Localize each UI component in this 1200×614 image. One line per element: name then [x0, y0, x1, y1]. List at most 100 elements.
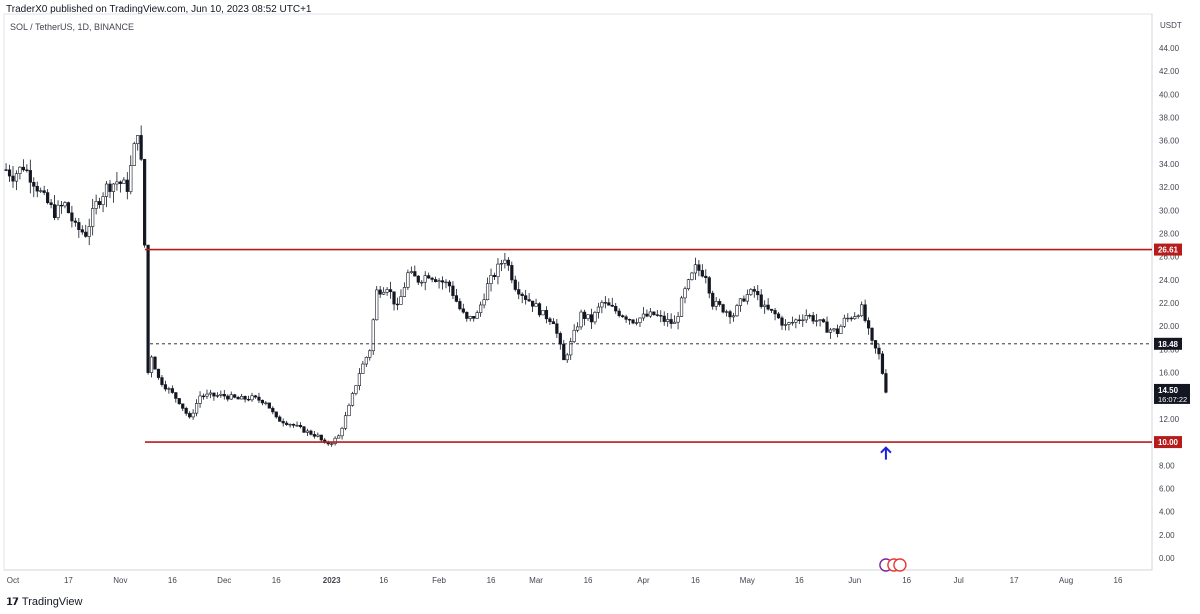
candle-body — [385, 289, 389, 293]
candle-body — [402, 287, 407, 297]
candle-body — [565, 354, 569, 361]
candle-body — [416, 275, 420, 283]
candle-body — [617, 310, 621, 316]
price-tick-label: 32.00 — [1159, 183, 1180, 192]
symbol-label: SOL / TetherUS, 1D, BINANCE — [10, 22, 135, 32]
candle-body — [347, 405, 351, 417]
price-tick-label: 34.00 — [1159, 160, 1180, 169]
candle-body — [537, 303, 542, 316]
candle-body — [427, 275, 431, 279]
candle-body — [576, 326, 580, 331]
candle-body — [724, 311, 729, 313]
candle-body — [842, 317, 846, 327]
candle-body — [880, 353, 885, 374]
candle-body — [770, 308, 774, 311]
price-tick-label: 0.00 — [1159, 554, 1175, 563]
candle-body — [382, 291, 386, 295]
candle-body — [652, 311, 656, 316]
candle-body — [496, 263, 500, 278]
candle-body — [821, 319, 826, 323]
level-label-resistance: 26.61 — [1158, 246, 1179, 255]
time-tick-label: 17 — [1010, 576, 1019, 585]
candle-body — [167, 388, 171, 390]
price-tick-label: 2.00 — [1159, 531, 1175, 540]
candle-body — [28, 170, 32, 183]
candle-body — [302, 426, 306, 433]
candle-body — [222, 394, 226, 397]
candle-body — [132, 143, 136, 166]
candle-body — [825, 321, 829, 333]
candle-body — [461, 308, 465, 313]
candle-body — [298, 424, 303, 428]
candle-body — [395, 303, 400, 306]
candle-body — [569, 341, 573, 356]
candle-body — [863, 304, 867, 321]
candle-body — [638, 317, 642, 323]
price-tick-label: 16.00 — [1159, 369, 1180, 378]
candle-body — [271, 407, 275, 413]
candle-body — [201, 395, 206, 398]
candle-body — [80, 229, 84, 233]
tradingview-branding[interactable]: 𝟭𝟳 TradingView — [6, 596, 82, 608]
candle-body — [700, 270, 704, 277]
time-tick-label: 17 — [64, 576, 73, 585]
candle-body — [551, 321, 555, 325]
candle-body — [527, 299, 531, 302]
time-tick-label: 16 — [795, 576, 804, 585]
candle-body — [236, 397, 240, 400]
candle-body — [368, 350, 372, 358]
candle-body — [399, 296, 403, 305]
candle-body — [648, 311, 652, 317]
candle-body — [773, 310, 777, 315]
last-price-label: 14.50 — [1158, 386, 1179, 395]
candle-body — [129, 165, 133, 192]
candle-body — [52, 204, 57, 218]
candle-body — [738, 298, 743, 306]
candle-body — [787, 322, 791, 325]
time-tick-label: 2023 — [323, 576, 341, 585]
candle-body — [184, 408, 188, 414]
candle-body — [607, 302, 611, 306]
candle-body — [534, 303, 538, 307]
candle-body — [312, 434, 316, 437]
candle-body — [194, 403, 199, 414]
candle-body — [409, 271, 413, 274]
candle-body — [731, 315, 736, 318]
candle-body — [586, 314, 590, 319]
currency-label: USDT — [1160, 21, 1182, 30]
candle-body — [215, 395, 219, 397]
candle-body — [371, 319, 375, 352]
candle-body — [77, 222, 81, 230]
candle-body — [91, 208, 95, 227]
price-tick-label: 26.00 — [1159, 253, 1180, 262]
candle-body — [97, 201, 102, 205]
candle-body — [524, 295, 528, 300]
candle-body — [316, 434, 320, 437]
event-flag-icon — [893, 558, 907, 572]
candle-body — [707, 277, 711, 294]
candle-body — [832, 328, 836, 331]
candle-body — [219, 394, 223, 396]
candle-body — [645, 313, 649, 317]
candle-body — [229, 394, 233, 400]
candle-body — [361, 363, 365, 374]
candle-body — [541, 310, 545, 316]
candle-body — [884, 373, 888, 393]
time-tick-label: May — [740, 576, 755, 585]
candle-body — [70, 212, 74, 222]
candle-body — [21, 166, 25, 171]
candle-body — [745, 294, 749, 302]
price-tick-label: 22.00 — [1159, 299, 1180, 308]
candle-body — [7, 169, 12, 177]
candle-body — [267, 402, 271, 409]
candle-body — [205, 393, 209, 397]
price-tick-label: 38.00 — [1159, 114, 1180, 123]
candle-body — [305, 430, 310, 433]
time-tick-label: 16 — [272, 576, 281, 585]
candle-body — [697, 264, 701, 271]
candle-body — [309, 430, 313, 435]
candle-body — [163, 384, 168, 390]
candle-body — [357, 373, 361, 386]
